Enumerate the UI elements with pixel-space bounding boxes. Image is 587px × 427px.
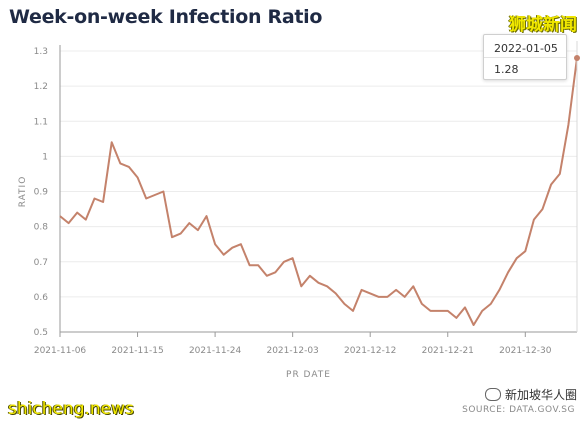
x-tick-label: 2021-12-12: [344, 346, 396, 356]
watermark-top: 狮城新闻: [509, 15, 577, 35]
hover-point: [574, 55, 580, 62]
y-tick-label: 0.7: [34, 258, 48, 268]
hover-tooltip: 2022-01-05 1.28: [483, 34, 567, 80]
wechat-icon: [484, 388, 501, 401]
tooltip-divider: [484, 57, 566, 58]
x-tick-label: 2021-12-21: [422, 346, 474, 356]
series-line: [59, 57, 578, 326]
x-tick-label: 2021-12-03: [266, 346, 318, 356]
x-axis-title: PR DATE: [286, 370, 331, 380]
x-tick-label: 2021-12-30: [499, 346, 552, 356]
y-tick-label: 0.8: [34, 223, 49, 233]
x-tick-label: 2021-11-24: [189, 346, 242, 356]
watermark-bottom: shicheng.news: [8, 399, 134, 419]
y-tick-label: 1.2: [34, 82, 48, 92]
y-tick-label: 1: [42, 152, 48, 162]
chart-title: Week-on-week Infection Ratio: [9, 6, 323, 28]
y-tick-label: 1.3: [34, 47, 48, 57]
tooltip-value: 1.28: [494, 63, 519, 76]
source-label: SOURCE: DATA.GOV.SG: [462, 405, 575, 415]
y-tick-label: 0.6: [34, 293, 49, 303]
x-tick-label: 2021-11-06: [34, 346, 87, 356]
tooltip-date: 2022-01-05: [494, 42, 558, 55]
x-tick-label: 2021-11-15: [111, 346, 163, 356]
y-tick-label: 1.1: [34, 117, 48, 127]
wechat-label: 新加坡华人圈: [504, 388, 577, 402]
wechat-watermark: 新加坡华人圈: [484, 386, 577, 403]
y-tick-label: 0.9: [34, 188, 49, 198]
y-axis-title: RATIO: [18, 176, 28, 208]
y-tick-label: 0.5: [34, 328, 48, 338]
